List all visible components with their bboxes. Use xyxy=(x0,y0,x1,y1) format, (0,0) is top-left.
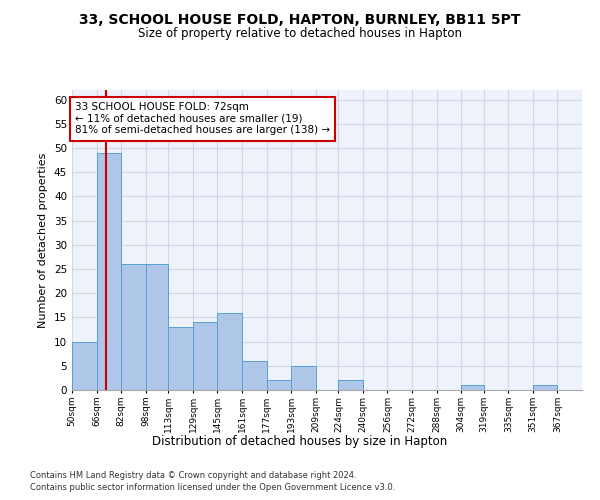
Bar xyxy=(242,361,266,390)
Text: Distribution of detached houses by size in Hapton: Distribution of detached houses by size … xyxy=(152,435,448,448)
Text: Contains public sector information licensed under the Open Government Licence v3: Contains public sector information licen… xyxy=(30,484,395,492)
Text: Contains HM Land Registry data © Crown copyright and database right 2024.: Contains HM Land Registry data © Crown c… xyxy=(30,471,356,480)
Bar xyxy=(97,153,121,390)
Text: Size of property relative to detached houses in Hapton: Size of property relative to detached ho… xyxy=(138,28,462,40)
Text: 33 SCHOOL HOUSE FOLD: 72sqm
← 11% of detached houses are smaller (19)
81% of sem: 33 SCHOOL HOUSE FOLD: 72sqm ← 11% of det… xyxy=(75,102,330,136)
Bar xyxy=(461,385,484,390)
Bar xyxy=(72,342,97,390)
Bar xyxy=(193,322,217,390)
Bar xyxy=(121,264,146,390)
Bar xyxy=(169,327,193,390)
Bar xyxy=(266,380,291,390)
Bar xyxy=(217,312,242,390)
Y-axis label: Number of detached properties: Number of detached properties xyxy=(38,152,49,328)
Text: 33, SCHOOL HOUSE FOLD, HAPTON, BURNLEY, BB11 5PT: 33, SCHOOL HOUSE FOLD, HAPTON, BURNLEY, … xyxy=(79,12,521,26)
Bar xyxy=(291,366,316,390)
Bar xyxy=(533,385,557,390)
Bar xyxy=(338,380,363,390)
Bar xyxy=(146,264,169,390)
